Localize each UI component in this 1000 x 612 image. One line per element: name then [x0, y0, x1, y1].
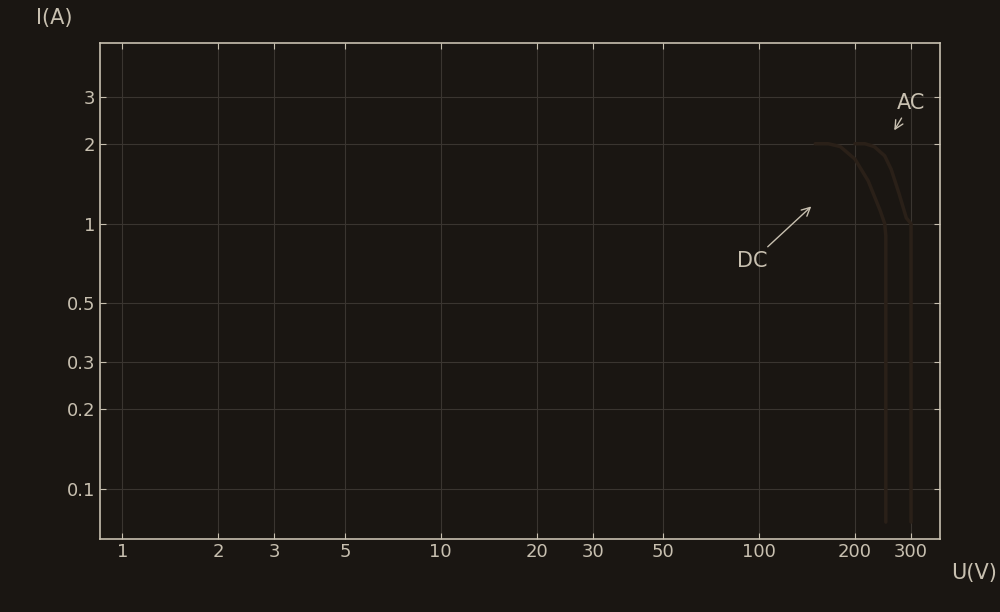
- Y-axis label: I(A): I(A): [36, 8, 72, 28]
- X-axis label: U(V): U(V): [951, 563, 997, 583]
- Text: DC: DC: [737, 207, 810, 272]
- Text: AC: AC: [895, 93, 925, 129]
